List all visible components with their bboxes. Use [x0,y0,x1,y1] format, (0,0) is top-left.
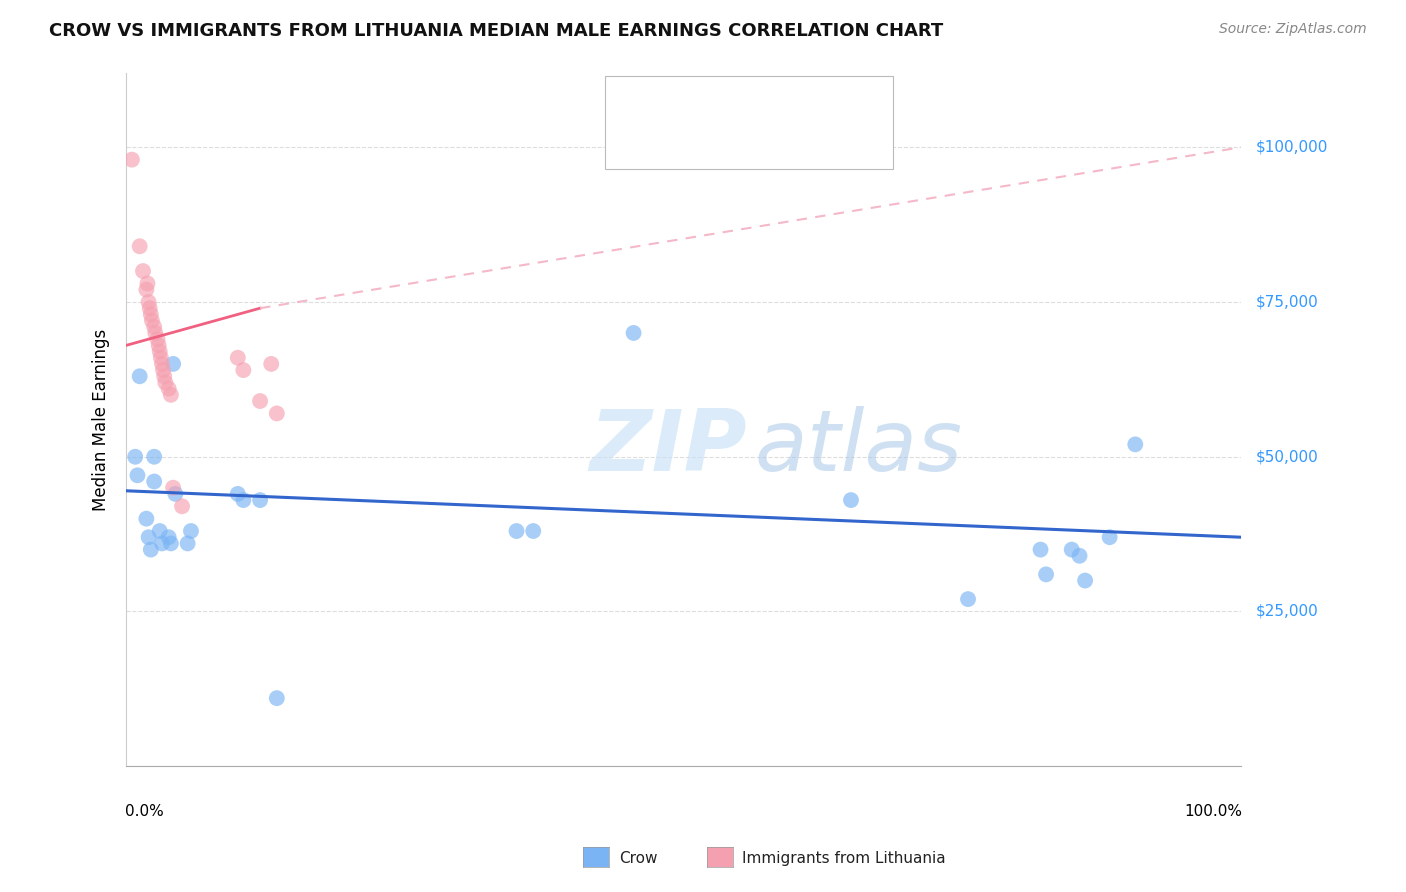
Point [1074,574,1097,588]
Point [132,264,155,278]
Point [162,481,184,495]
Text: $100,000: $100,000 [1256,140,1329,154]
Text: 28: 28 [810,137,832,155]
Point [180,524,202,538]
Point [505,524,527,538]
Point [128,369,150,384]
Point [1069,549,1091,563]
Point [249,493,271,508]
Point [232,363,254,377]
Point [138,301,160,316]
Text: atlas: atlas [754,406,962,489]
Point [957,592,980,607]
Point [128,239,150,253]
Text: Immigrants from Lithuania: Immigrants from Lithuania [742,851,946,865]
Point [155,376,177,390]
Text: 0.067: 0.067 [697,137,749,155]
Point [135,511,157,525]
Text: $50,000: $50,000 [1256,450,1319,464]
Text: 33: 33 [810,95,834,113]
Point [146,332,169,346]
Point [127,468,149,483]
Text: 0.0%: 0.0% [125,805,165,820]
Text: $75,000: $75,000 [1256,294,1319,310]
Point [1060,542,1083,557]
Point [162,357,184,371]
Point [153,369,176,384]
Point [170,500,193,514]
Point [139,542,162,557]
Point [1029,542,1052,557]
Point [232,493,254,508]
Y-axis label: Median Male Earnings: Median Male Earnings [93,328,110,511]
Point [165,487,187,501]
Point [124,450,146,464]
Point [160,536,183,550]
Point [121,153,143,167]
Text: N =: N = [773,137,810,155]
Point [249,394,271,409]
Point [176,536,198,550]
Point [135,283,157,297]
Point [149,344,172,359]
Text: 100.0%: 100.0% [1184,805,1243,820]
Text: -0.236: -0.236 [697,95,756,113]
Point [149,524,172,538]
Point [143,450,166,464]
Point [160,388,183,402]
Text: Source: ZipAtlas.com: Source: ZipAtlas.com [1219,22,1367,37]
Point [266,406,288,420]
Text: R =: R = [658,95,695,113]
Point [623,326,645,340]
Text: R =: R = [658,137,699,155]
Point [141,313,163,327]
Point [266,691,288,706]
Point [226,351,249,365]
Point [1035,567,1057,582]
Point [152,363,174,377]
Text: CROW VS IMMIGRANTS FROM LITHUANIA MEDIAN MALE EARNINGS CORRELATION CHART: CROW VS IMMIGRANTS FROM LITHUANIA MEDIAN… [49,22,943,40]
Text: $25,000: $25,000 [1256,604,1319,619]
Point [149,351,172,365]
Text: N =: N = [773,95,810,113]
Point [136,277,159,291]
Point [226,487,249,501]
Text: ZIP: ZIP [589,406,747,489]
Point [138,530,160,544]
Point [157,530,180,544]
Text: Crow: Crow [619,851,657,865]
Point [1123,437,1146,451]
Point [522,524,544,538]
Point [143,319,166,334]
Point [1098,530,1121,544]
Point [839,493,862,508]
Point [143,326,166,340]
Point [260,357,283,371]
Point [138,295,160,310]
Point [150,536,173,550]
Point [148,338,170,352]
Point [143,475,166,489]
Point [157,382,180,396]
Point [139,307,162,321]
Point [150,357,173,371]
